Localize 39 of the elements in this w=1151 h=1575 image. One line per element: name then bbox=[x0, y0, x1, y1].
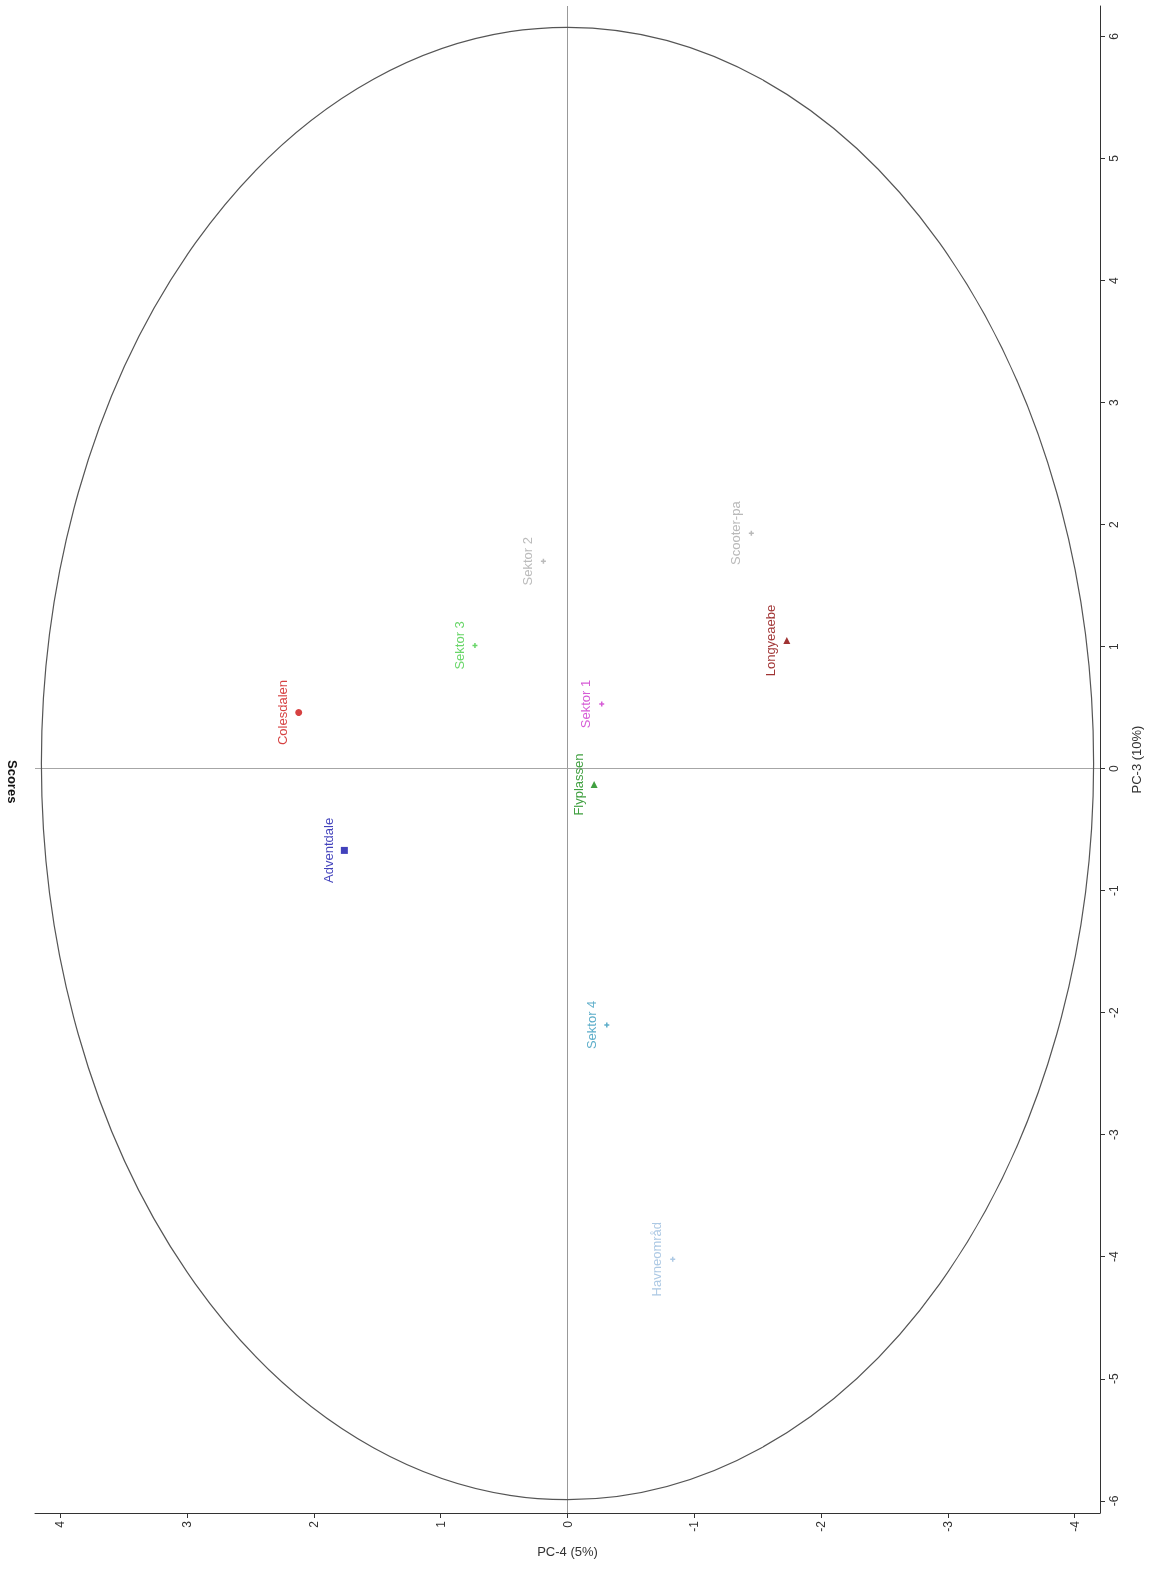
text: Sektor 1 bbox=[578, 679, 594, 729]
y-tick-label: 0 bbox=[1107, 765, 1121, 772]
x-tick-label: 0 bbox=[560, 1520, 575, 1528]
y-tick-label: 2 bbox=[1107, 520, 1121, 528]
point bbox=[590, 781, 598, 789]
x-tick-label: -4 bbox=[1067, 1520, 1082, 1532]
x-tick-label: 4 bbox=[53, 1520, 68, 1528]
x-tick-label: 3 bbox=[180, 1520, 195, 1528]
x-tick-label: -3 bbox=[940, 1520, 955, 1532]
y-tick-label: -2 bbox=[1107, 1007, 1121, 1019]
text: Scores bbox=[5, 760, 20, 804]
y-tick-label: -1 bbox=[1107, 885, 1121, 897]
x-tick-label: 1 bbox=[433, 1520, 448, 1528]
x-tick-label: 2 bbox=[306, 1520, 321, 1528]
text: Flyplassen bbox=[570, 753, 586, 816]
x-tick-label: -2 bbox=[814, 1520, 829, 1532]
y-tick-label: 4 bbox=[1107, 276, 1121, 284]
y-tick-label: 1 bbox=[1107, 642, 1121, 650]
text: Havneområd bbox=[649, 1221, 665, 1297]
x-tick-label: -1 bbox=[687, 1520, 702, 1532]
x-axis-title: PC-4 (5%) bbox=[537, 1544, 598, 1559]
point bbox=[295, 709, 303, 717]
y-axis-title: PC-3 (10%) bbox=[1129, 725, 1144, 794]
y-tick-label: -3 bbox=[1107, 1129, 1121, 1141]
y-tick-label: 5 bbox=[1107, 154, 1121, 162]
y-tick-label: -6 bbox=[1107, 1495, 1121, 1507]
text: Longyeaebe bbox=[763, 604, 779, 677]
text: Sektor 4 bbox=[583, 1000, 599, 1050]
y-tick-label: -5 bbox=[1107, 1373, 1121, 1385]
point bbox=[340, 846, 348, 854]
point bbox=[783, 637, 791, 645]
text: Scooter-pa bbox=[728, 500, 744, 565]
y-tick-label: 6 bbox=[1107, 32, 1121, 40]
text: Colesdalen bbox=[275, 680, 291, 746]
text: Adventdale bbox=[320, 817, 336, 883]
text: Sektor 3 bbox=[451, 621, 467, 670]
text: Sektor 2 bbox=[520, 537, 536, 586]
y-tick-label: 3 bbox=[1107, 398, 1121, 406]
y-tick-label: -4 bbox=[1107, 1251, 1121, 1263]
